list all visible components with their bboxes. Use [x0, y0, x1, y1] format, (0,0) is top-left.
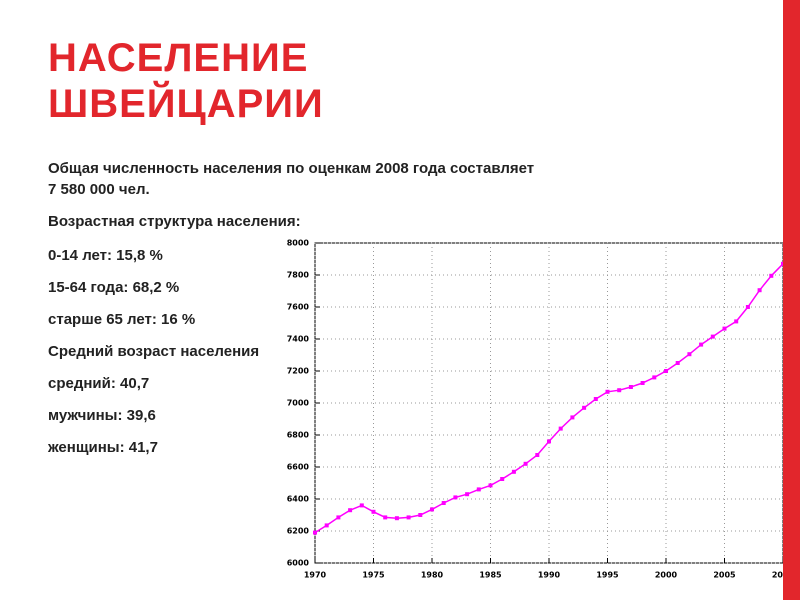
x-tick-label: 1990 — [538, 571, 561, 580]
data-point — [605, 389, 610, 394]
data-point — [394, 516, 399, 521]
y-tick-label: 6000 — [287, 559, 310, 568]
paragraph: Возрастная структура населения: — [48, 213, 301, 230]
paragraph: средний: 40,7 — [48, 375, 150, 392]
x-tick-label: 1980 — [421, 571, 444, 580]
data-point — [313, 530, 317, 535]
data-point — [465, 492, 470, 497]
y-tick-label: 7600 — [287, 303, 310, 312]
data-point — [664, 369, 668, 373]
data-point — [406, 515, 411, 520]
data-point — [558, 426, 563, 431]
data-point — [757, 288, 762, 293]
data-point — [511, 469, 516, 474]
paragraph: женщины: 41,7 — [48, 439, 158, 456]
data-point — [722, 326, 727, 331]
data-point — [383, 515, 388, 520]
data-point — [441, 501, 446, 505]
data-point — [488, 483, 493, 488]
data-point — [570, 415, 575, 420]
paragraph: 15-64 года: 68,2 % — [48, 279, 180, 296]
data-point — [640, 381, 645, 385]
data-point — [535, 453, 540, 457]
data-point — [699, 342, 704, 347]
data-point — [593, 397, 598, 401]
data-point — [523, 461, 528, 466]
paragraph: Средний возраст населения — [48, 343, 260, 360]
data-point — [430, 507, 434, 512]
y-tick-label: 6800 — [287, 431, 310, 440]
data-point — [324, 523, 329, 528]
data-point — [418, 513, 423, 517]
y-tick-label: 7800 — [287, 271, 310, 280]
data-point — [336, 515, 341, 520]
y-tick-label: 6400 — [287, 495, 310, 504]
data-point — [359, 503, 364, 508]
x-tick-label: 1995 — [596, 571, 619, 580]
data-point — [675, 361, 680, 365]
data-point — [628, 385, 633, 389]
data-point — [745, 305, 750, 309]
data-point — [453, 495, 458, 500]
x-tick-label: 2005 — [713, 571, 736, 580]
data-point — [687, 352, 692, 357]
y-tick-label: 7000 — [287, 399, 310, 408]
paragraph: 0-14 лет: 15,8 % — [48, 247, 163, 264]
paragraph: старше 65 лет: 16 % — [48, 311, 196, 328]
y-tick-label: 8000 — [287, 239, 310, 248]
x-tick-label: 1970 — [304, 571, 327, 580]
data-point — [348, 508, 353, 513]
x-tick-label: 1975 — [362, 571, 385, 580]
y-tick-label: 7200 — [287, 367, 310, 376]
data-point — [547, 439, 551, 444]
data-point — [769, 273, 774, 278]
data-point — [734, 319, 739, 324]
data-point — [617, 388, 622, 393]
x-tick-label: 1985 — [479, 571, 502, 580]
title: ШВЕЙЦАРИИ — [48, 82, 324, 126]
title: НАСЕЛЕНИЕ — [48, 36, 309, 80]
data-point — [582, 405, 587, 410]
y-tick-label: 6600 — [287, 463, 310, 472]
paragraph: мужчины: 39,6 — [48, 407, 156, 424]
data-point — [371, 509, 376, 514]
accent-bar — [783, 0, 800, 600]
data-point — [476, 487, 481, 492]
y-tick-label: 7400 — [287, 335, 310, 344]
paragraph: Общая численность населения по оценкам 2… — [48, 160, 535, 177]
paragraph: 7 580 000 чел. — [48, 181, 150, 198]
x-tick-label: 2000 — [655, 571, 678, 580]
data-point — [652, 375, 657, 380]
y-tick-label: 6200 — [287, 527, 310, 536]
data-point — [710, 334, 715, 339]
data-point — [500, 477, 505, 481]
